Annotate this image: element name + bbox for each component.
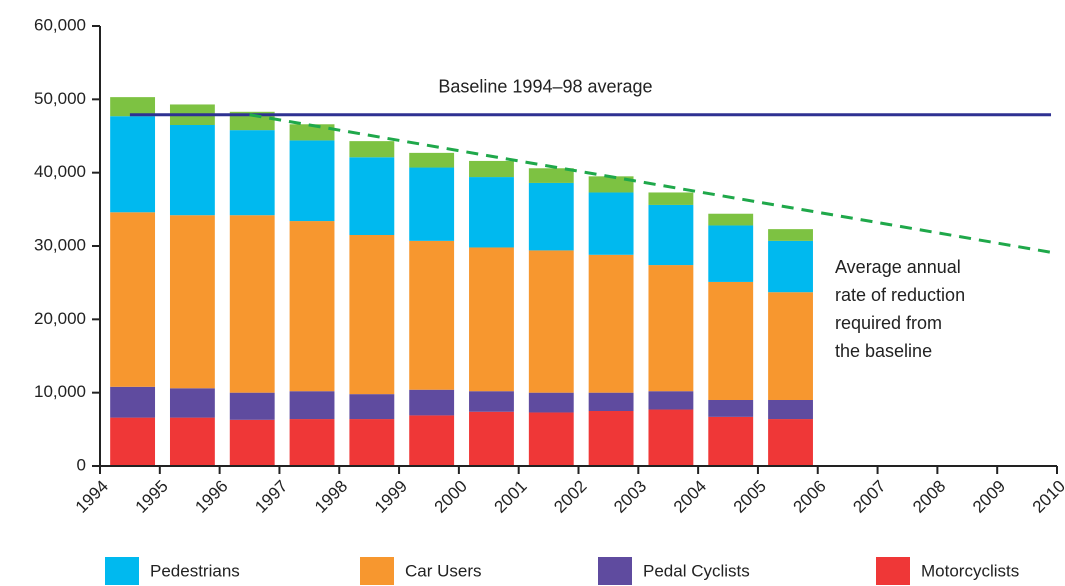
bar-segment [588, 176, 634, 193]
x-tick-label: 1994 [72, 477, 112, 517]
x-tick-label: 1995 [132, 477, 172, 517]
x-tick-label: 2007 [849, 477, 889, 517]
bar-segment [588, 411, 634, 466]
bar-segment [469, 391, 514, 412]
x-tick-label: 2004 [670, 477, 710, 517]
bar-segment [528, 168, 574, 183]
legend-swatch [105, 557, 139, 585]
legend-label: Pedal Cyclists [643, 561, 750, 580]
bar-segment [648, 265, 694, 392]
x-tick-label: 2003 [610, 477, 650, 517]
bar-segment [708, 416, 754, 466]
bar-segment [708, 213, 754, 226]
bar-segment [469, 177, 514, 248]
y-tick-label: 50,000 [34, 89, 86, 108]
bar-segment [648, 391, 694, 410]
baseline-label: Baseline 1994–98 average [438, 76, 652, 96]
x-tick-label: 1996 [191, 477, 231, 517]
legend-swatch [598, 557, 632, 585]
bar-segment [229, 419, 275, 466]
bar-segment [110, 386, 156, 418]
bar-segment [110, 97, 156, 117]
x-tick-label: 2006 [790, 477, 830, 517]
bar-segment [469, 160, 514, 178]
legend-swatch [360, 557, 394, 585]
bar-segment [349, 141, 395, 158]
bar-segment [409, 167, 455, 241]
x-tick-label: 2010 [1029, 477, 1065, 517]
bar-segment [110, 212, 156, 387]
bar-segment [768, 400, 813, 420]
bar-segment [409, 389, 455, 416]
x-tick-label: 1999 [371, 477, 411, 517]
bar-segment [110, 116, 156, 213]
bar-segment [409, 240, 455, 390]
bar-segment [289, 391, 335, 420]
bar-segment [528, 182, 574, 251]
bar-segment [648, 204, 694, 266]
bar-segment [169, 215, 215, 389]
bar-segment [349, 157, 395, 235]
x-tick-label: 2002 [550, 477, 590, 517]
target-label: Average annual [835, 257, 961, 277]
bar-segment [708, 400, 754, 417]
bar-segment [768, 240, 813, 293]
bar-segment [169, 417, 215, 466]
bar-segment [588, 392, 634, 411]
x-tick-label: 1998 [311, 477, 351, 517]
x-tick-label: 2001 [491, 477, 531, 517]
bar-segment [229, 130, 275, 216]
target-label: the baseline [835, 341, 932, 361]
bar-segment [229, 111, 275, 131]
legend-swatch [876, 557, 910, 585]
y-tick-label: 60,000 [34, 15, 86, 34]
y-tick-label: 0 [77, 455, 86, 474]
x-tick-label: 1997 [251, 477, 291, 517]
bar-segment [768, 419, 813, 466]
legend-label: Pedestrians [150, 561, 240, 580]
bar-segment [229, 215, 275, 393]
bar-segment [528, 412, 574, 466]
bar-segment [349, 419, 395, 466]
bar-segment [289, 124, 335, 141]
bar-segment [169, 388, 215, 418]
target-label: rate of reduction [835, 285, 965, 305]
x-tick-label: 2008 [909, 477, 949, 517]
bar-segment [110, 417, 156, 466]
bar-segment [528, 392, 574, 413]
bar-segment [768, 229, 813, 241]
legend-label: Car Users [405, 561, 482, 580]
bar-segment [289, 140, 335, 222]
bar-segment [349, 235, 395, 395]
bar-segment [169, 125, 215, 216]
bar-segment [289, 419, 335, 466]
bar-segment [409, 415, 455, 466]
bar-segment [229, 392, 275, 420]
bar-segment [648, 192, 694, 205]
y-tick-label: 10,000 [34, 382, 86, 401]
bar-segment [708, 225, 754, 282]
target-line [249, 113, 1058, 255]
y-tick-label: 30,000 [34, 235, 86, 254]
x-tick-label: 2009 [969, 477, 1009, 517]
bar-segment [289, 221, 335, 392]
y-tick-label: 20,000 [34, 309, 86, 328]
bar-segment [528, 250, 574, 393]
x-tick-label: 2005 [730, 477, 770, 517]
y-tick-label: 40,000 [34, 162, 86, 181]
bar-segment [349, 394, 395, 420]
bar-segment [588, 254, 634, 393]
x-tick-label: 2000 [431, 477, 471, 517]
target-label: required from [835, 313, 942, 333]
bar-segment [469, 411, 514, 466]
bar-segment [588, 192, 634, 255]
bar-segment [648, 409, 694, 466]
legend-label: Motorcyclists [921, 561, 1019, 580]
bar-segment [768, 292, 813, 400]
bar-segment [708, 281, 754, 400]
bar-segment [409, 152, 455, 168]
bar-segment [469, 247, 514, 392]
